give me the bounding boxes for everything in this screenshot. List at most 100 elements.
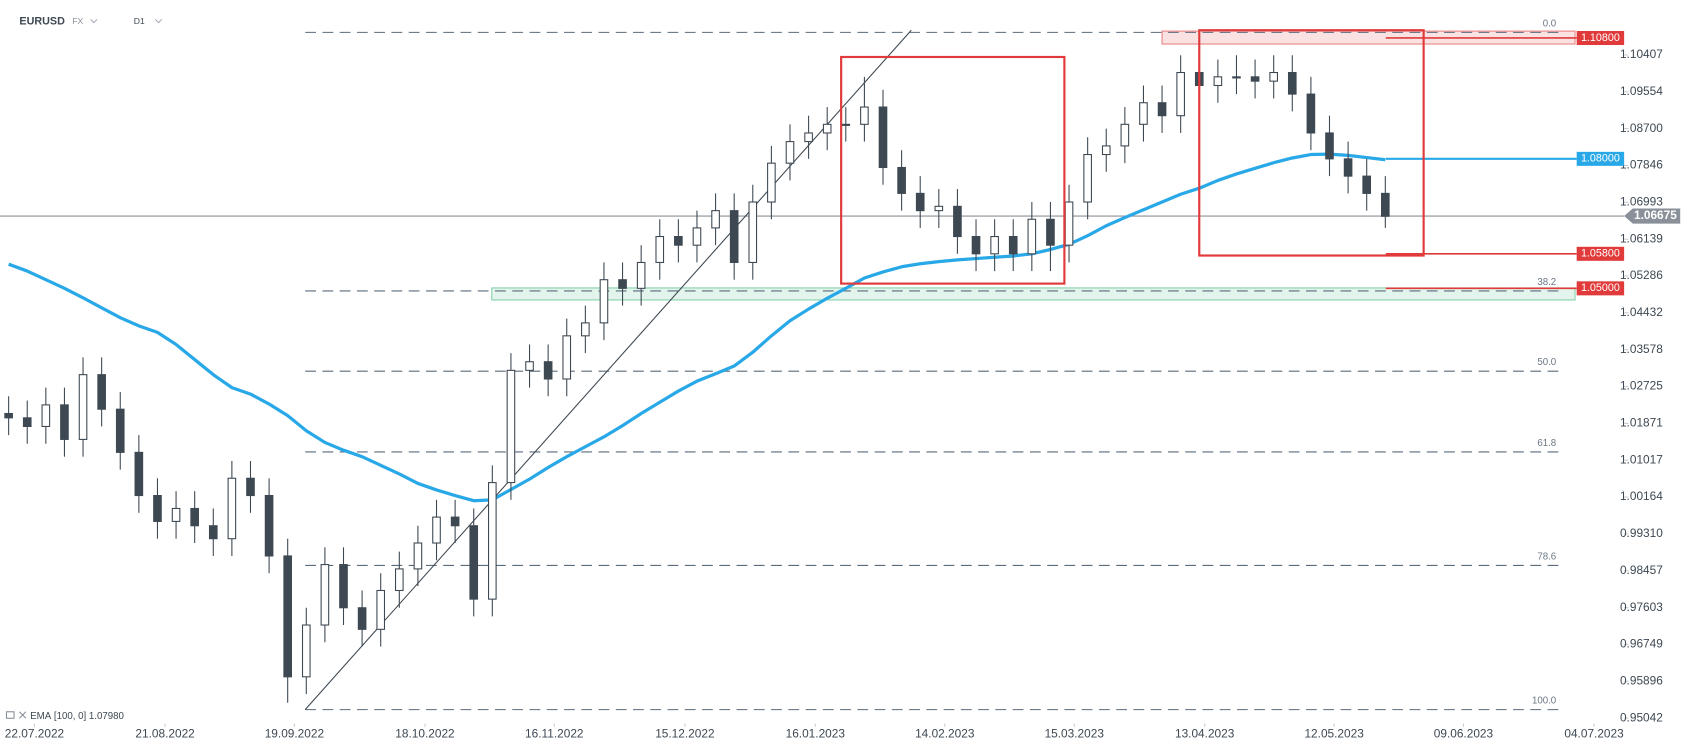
candle [488, 465, 497, 617]
candle-body [488, 482, 497, 600]
candle [339, 547, 348, 626]
candle [469, 508, 479, 617]
dropdown-icon[interactable] [154, 19, 163, 24]
candle [78, 357, 88, 457]
candle-body [1306, 93, 1316, 134]
x-tick-label: 16.01.2023 [786, 727, 846, 741]
level-badge-label: 1.05800 [1581, 248, 1620, 260]
candle-body [767, 162, 776, 203]
candle [1027, 202, 1037, 272]
symbol[interactable]: EURUSD [19, 15, 65, 27]
fib-label: 61.8 [1537, 438, 1556, 449]
candle-body [1101, 145, 1111, 156]
candle-body [748, 201, 758, 263]
current-price-label: 1.06675 [1634, 208, 1677, 222]
candle [134, 435, 144, 513]
y-tick-label: 0.98457 [1620, 563, 1663, 577]
candle-body [878, 106, 888, 169]
candle [748, 184, 758, 280]
zones [491, 30, 1576, 301]
candle [692, 210, 702, 263]
candle-body [394, 568, 404, 592]
candle [4, 396, 13, 436]
ema-line [8, 152, 1386, 503]
candle [1306, 76, 1316, 151]
candle-body [1027, 218, 1037, 255]
candle-body [1232, 76, 1241, 79]
indicator-params: [100, 0] [54, 711, 86, 722]
y-tick-label: 1.10407 [1620, 47, 1663, 61]
candle [841, 107, 851, 142]
candle [1250, 59, 1260, 99]
candle [153, 478, 162, 539]
candle [357, 590, 367, 647]
candle-body [804, 132, 813, 143]
candle-body [506, 369, 516, 484]
candle [860, 76, 869, 142]
y-tick-label: 1.07846 [1620, 158, 1663, 172]
candle [711, 193, 720, 246]
level-badge [1576, 281, 1625, 296]
candle [1287, 55, 1297, 112]
candle [953, 189, 962, 254]
fib-label: 50.0 [1537, 357, 1556, 368]
candle-body [4, 412, 13, 419]
x-tick-label: 21.08.2022 [135, 727, 194, 741]
candle-body [1157, 102, 1167, 117]
remove-icon[interactable] [19, 711, 27, 719]
candle-body [320, 564, 330, 626]
candle-body [525, 361, 534, 371]
candle-body [22, 417, 32, 428]
dropdown-icon[interactable] [90, 19, 98, 24]
candle-body [1176, 71, 1185, 117]
level-badge [1576, 246, 1625, 261]
x-tick-label: 16.11.2022 [525, 727, 583, 741]
candle-body [469, 525, 479, 600]
candle-body [190, 507, 199, 527]
indicator-icon[interactable] [5, 711, 15, 719]
candle-body [915, 192, 925, 212]
candle-body [711, 210, 720, 229]
candle [1343, 141, 1353, 194]
indicator-legend: EMA [100, 0] 1.07980 [5, 711, 125, 722]
candle [506, 353, 516, 500]
y-tick-label: 1.03578 [1620, 342, 1663, 356]
candle-body [227, 477, 237, 540]
candle [1362, 158, 1372, 211]
candle-body [1362, 175, 1372, 194]
candle [1101, 128, 1111, 172]
candle [1120, 107, 1130, 164]
candle [413, 525, 423, 587]
y-tick-label: 0.99310 [1620, 526, 1663, 540]
y-tick-label: 1.09554 [1620, 84, 1663, 98]
candle-body [655, 236, 665, 263]
candle-body [618, 279, 627, 289]
candle-body [41, 404, 51, 428]
candle-body [990, 236, 999, 255]
candle [227, 460, 237, 556]
candle-body [171, 507, 181, 522]
market[interactable]: FX [72, 16, 83, 26]
x-tick-label: 15.03.2023 [1045, 727, 1105, 741]
candle [1232, 55, 1241, 95]
candle-body [1213, 76, 1223, 87]
y-tick-label: 0.97603 [1620, 600, 1663, 614]
candle [97, 357, 106, 427]
candle-body [785, 141, 795, 164]
candle-body [841, 123, 851, 126]
timeframe[interactable]: D1 [134, 16, 145, 26]
fib-label: 38.2 [1537, 277, 1556, 288]
candle-body [301, 624, 311, 678]
candle [599, 262, 609, 341]
candle-body [860, 106, 869, 125]
y-tick-label: 1.06993 [1620, 194, 1663, 208]
candle [301, 607, 311, 695]
candle-body [953, 205, 962, 238]
candle-body [1343, 158, 1353, 177]
candle [1008, 219, 1018, 272]
candle [767, 145, 776, 220]
candle-body [208, 525, 218, 540]
indicator-value: 1.07980 [89, 711, 125, 722]
x-tick-label: 15.12.2022 [655, 727, 714, 741]
y-tick-label: 0.96749 [1620, 637, 1663, 651]
